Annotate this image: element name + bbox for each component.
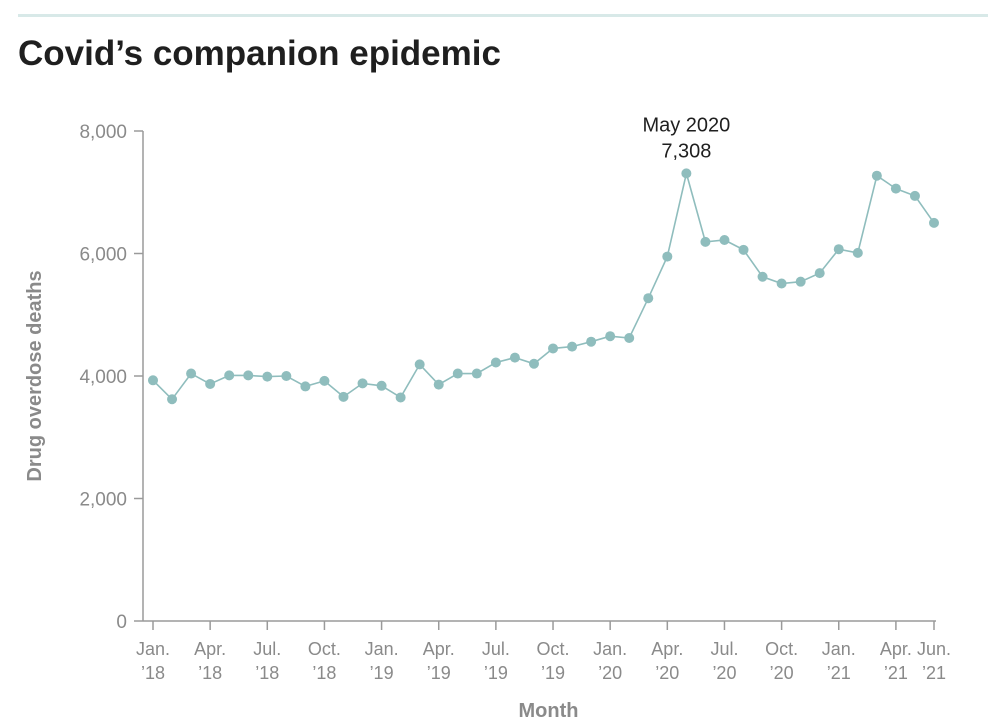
data-point [776, 278, 787, 289]
data-point [186, 368, 197, 379]
x-axis-ticks: Jan. ’18 Apr. ’18 Jul. ’18 Oct. ’18 Jan. ’19 Apr.’… [136, 621, 951, 683]
data-point [395, 392, 406, 403]
x-tick-label: Oct. ’19 [537, 639, 570, 683]
y-tick-label: 6,000 [79, 245, 127, 266]
data-point [300, 381, 311, 392]
data-point [167, 394, 178, 405]
data-point [814, 268, 825, 279]
x-tick-label: Jan. ’20 [593, 639, 627, 683]
data-point [548, 343, 559, 354]
x-tick-label: Jan. ’19 [365, 639, 399, 683]
data-point [624, 333, 635, 344]
series-line [152, 173, 935, 401]
x-tick-label: Oct. ’18 [308, 639, 341, 683]
data-point [719, 235, 730, 246]
y-tick-label: 0 [116, 612, 127, 633]
data-point [643, 293, 654, 304]
data-point [357, 378, 368, 389]
x-tick-label: Jun. ’21 [917, 639, 951, 683]
x-tick-label: Apr. ’20 [651, 639, 683, 683]
data-point [490, 357, 501, 368]
data-point [376, 380, 387, 391]
x-tick-label: Jul. ’20 [710, 639, 738, 683]
x-tick-label: Oct. ’20 [765, 639, 798, 683]
x-tick-label: Jan. ’21 [822, 639, 856, 683]
y-tick-label: 8,000 [79, 122, 127, 143]
data-point [471, 368, 482, 379]
data-point [205, 378, 216, 389]
data-point [909, 190, 920, 201]
y-axis-ticks: 0 2,000 4,000 6,000 8,000 [79, 122, 143, 633]
y-axis-label: Drug overdose deaths [24, 270, 46, 481]
data-point [319, 375, 330, 386]
x-tick-label: Apr. ’19 [423, 639, 455, 683]
data-point [738, 244, 749, 255]
x-tick-label: Jan. ’18 [136, 639, 170, 683]
data-point [681, 168, 692, 179]
data-point [509, 352, 520, 363]
x-tick-label: Jul. ’18 [253, 639, 281, 683]
data-point [528, 358, 539, 369]
data-point [871, 170, 882, 181]
data-point [662, 251, 673, 262]
data-point [586, 336, 597, 347]
x-tick-label: Apr. ’21 [880, 639, 912, 683]
data-point [433, 379, 444, 390]
data-point [567, 341, 578, 352]
data-point [852, 247, 863, 258]
data-point [338, 391, 349, 402]
data-point [148, 375, 158, 386]
x-tick-label: Jul. ’19 [482, 639, 510, 683]
annotations: May 2020 7,308 [642, 114, 730, 162]
x-tick-label: Apr. ’18 [194, 639, 226, 683]
data-point [605, 331, 616, 342]
peak-annotation: May 2020 7,308 [642, 114, 730, 162]
series [148, 168, 939, 405]
x-axis-label: Month [519, 700, 579, 722]
data-point [281, 371, 292, 381]
data-point [833, 244, 844, 255]
data-point [757, 271, 768, 282]
data-point [224, 370, 235, 381]
data-point [243, 370, 254, 381]
data-point [700, 236, 711, 247]
data-point [452, 368, 463, 379]
data-point [795, 276, 806, 287]
y-tick-label: 2,000 [79, 490, 127, 511]
y-tick-label: 4,000 [79, 367, 127, 388]
chart-title: Covid’s companion epidemic [18, 34, 501, 73]
data-point [414, 359, 425, 370]
data-point [890, 183, 901, 194]
data-point [262, 371, 273, 382]
top-rule [18, 14, 988, 17]
data-point [929, 217, 939, 228]
